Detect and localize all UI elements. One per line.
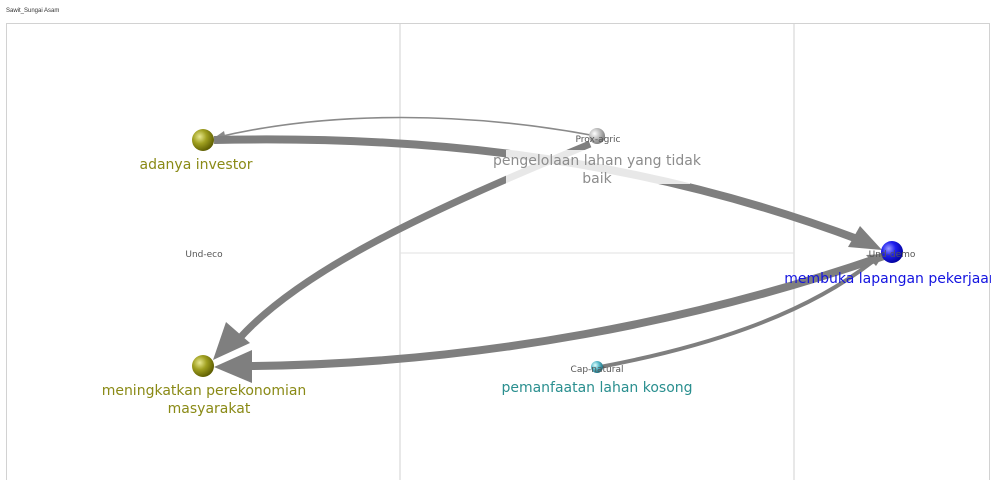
arrowhead-investor-to-lapangan [848, 226, 882, 250]
node-investor[interactable]: adanya investor [140, 129, 253, 173]
node-ekonomi[interactable]: meningkatkan perekonomian masyarakat [102, 355, 307, 417]
code-label-lapangan: Und-demo [869, 250, 916, 260]
diagram-frame [6, 23, 990, 480]
arrowhead-pengelolaan-to-ekonomi [213, 322, 250, 360]
node-marker-lapangan[interactable] [881, 241, 903, 263]
node-pengelolaan[interactable]: Prox-agric pengelolaan lahan yang tidak … [493, 128, 702, 187]
node-label-investor: adanya investor [140, 157, 253, 173]
node-label-ekonomi-line2: masyarakat [168, 401, 251, 417]
page-title: Sawit_Sungai Asam [6, 8, 60, 14]
quadrant-grid [399, 24, 795, 480]
arrowhead-lapangan-to-ekonomi [214, 350, 252, 383]
node-kosong[interactable]: Cap-natural pemanfaatan lahan kosong [501, 361, 693, 396]
edge-kosong-to-lapangan [599, 260, 874, 369]
label-backdrop-pengelolaan [506, 150, 690, 184]
quadrant-label-und-eco: Und-eco [185, 250, 223, 260]
node-marker-pengelolaan[interactable] [589, 128, 605, 144]
arrowhead-kosong-to-lapangan [866, 254, 884, 266]
edge-pengelolaan-to-investor [213, 116, 597, 139]
node-label-ekonomi-line1: meningkatkan perekonomian [102, 383, 307, 399]
node-label-pengelolaan-line1: pengelolaan lahan yang tidak [493, 153, 702, 169]
code-label-kosong: Cap-natural [571, 365, 624, 375]
edge-lapangan-to-ekonomi [249, 252, 886, 370]
node-marker-investor[interactable] [192, 129, 214, 151]
node-label-pengelolaan-line2: baik [582, 171, 612, 187]
node-label-lapangan: membuka lapangan pekerjaan [784, 271, 991, 287]
node-lapangan[interactable]: Und-demo membuka lapangan pekerjaan [784, 241, 991, 287]
edges [213, 116, 886, 383]
node-marker-ekonomi[interactable] [192, 355, 214, 377]
code-label-pengelolaan: Prox-agric [576, 135, 621, 145]
node-marker-kosong[interactable] [591, 361, 603, 373]
node-label-kosong: pemanfaatan lahan kosong [501, 380, 692, 396]
